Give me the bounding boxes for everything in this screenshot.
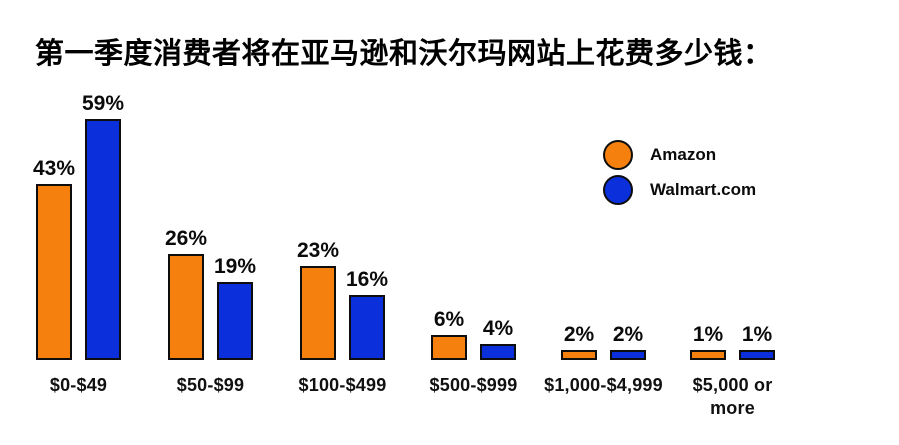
bar-value-label-walmartcom-4: 2% xyxy=(612,323,644,346)
bar-value-label-walmartcom-1: 19% xyxy=(213,255,257,278)
amazon-legend-swatch xyxy=(603,139,633,170)
category-label-5: $5,000 or more xyxy=(692,375,773,418)
amazon-legend-label: Amazon xyxy=(650,144,717,164)
walmart-legend-label: Walmart.com xyxy=(650,179,757,199)
bar-amazon-2 xyxy=(300,266,336,360)
category-label-3: $500-$999 xyxy=(429,375,518,395)
bar-value-label-amazon-5: 1% xyxy=(692,323,724,346)
bar-value-label-walmartcom-5: 1% xyxy=(741,323,773,346)
bar-value-label-walmartcom-3: 4% xyxy=(482,317,514,340)
bar-amazon-3 xyxy=(431,335,467,360)
bar-value-label-walmartcom-2: 16% xyxy=(345,268,389,291)
bar-value-label-amazon-1: 26% xyxy=(164,227,208,250)
category-label-0: $0-$49 xyxy=(49,375,108,395)
bar-amazon-0 xyxy=(36,184,72,360)
bar-walmartcom-2 xyxy=(349,295,385,360)
bar-value-label-amazon-0: 43% xyxy=(32,157,76,180)
bar-walmartcom-4 xyxy=(610,350,646,360)
chart-title: 第一季度消费者将在亚马逊和沃尔玛网站上花费多少钱： xyxy=(35,38,773,70)
legend: Amazon Walmart.com xyxy=(603,139,757,210)
bar-amazon-1 xyxy=(168,254,204,360)
bar-walmartcom-0 xyxy=(85,119,121,360)
bar-walmartcom-3 xyxy=(480,344,516,360)
category-label-2: $100-$499 xyxy=(298,375,387,395)
bar-walmartcom-1 xyxy=(217,282,253,360)
legend-item-walmart: Walmart.com xyxy=(603,174,757,205)
bar-value-label-amazon-2: 23% xyxy=(296,239,340,262)
category-label-1: $50-$99 xyxy=(176,375,245,395)
bar-amazon-5 xyxy=(690,350,726,360)
bar-value-label-amazon-4: 2% xyxy=(563,323,595,346)
category-label-4: $1,000-$4,999 xyxy=(544,375,663,395)
bar-walmartcom-5 xyxy=(739,350,775,360)
bar-value-label-amazon-3: 6% xyxy=(433,308,465,331)
legend-item-amazon: Amazon xyxy=(603,139,756,170)
bar-amazon-4 xyxy=(561,350,597,360)
bar-value-label-walmartcom-0: 59% xyxy=(81,92,125,115)
walmart-legend-swatch xyxy=(603,174,633,205)
